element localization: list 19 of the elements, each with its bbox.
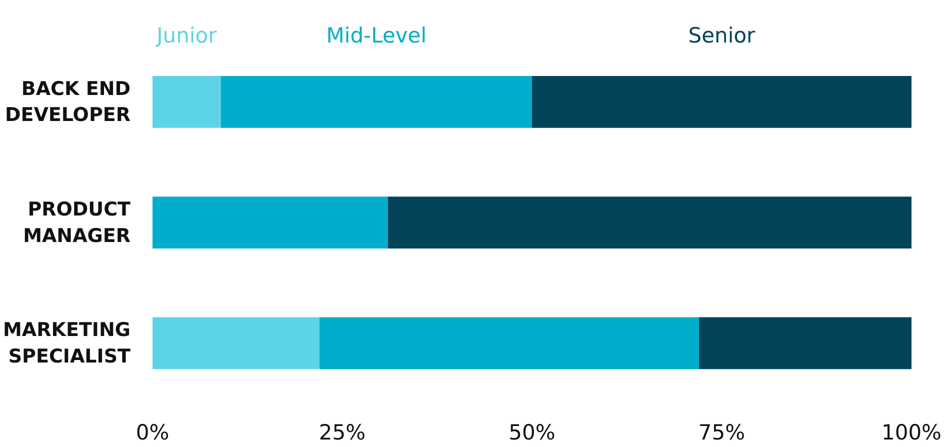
- bar: [532, 76, 912, 128]
- x-tick-label: 25%: [318, 420, 366, 444]
- series-label: Senior: [688, 24, 756, 48]
- x-tick-label: 0%: [136, 420, 170, 444]
- bar: [152, 196, 388, 249]
- x-tick-label: 50%: [508, 420, 556, 444]
- bar: [319, 317, 699, 370]
- series-label: Junior: [154, 24, 218, 48]
- y-tick-label: MARKETING SPECIALIST: [3, 318, 131, 368]
- series-label: Mid-Level: [326, 24, 427, 48]
- y-tick-label: PRODUCT MANAGER: [23, 198, 131, 247]
- bar: [388, 196, 912, 249]
- bar: [698, 317, 912, 370]
- bar: [152, 317, 320, 370]
- bar: [220, 76, 532, 128]
- bar: [152, 76, 221, 128]
- x-tick-label: 75%: [698, 420, 746, 444]
- x-tick-label: 100%: [881, 420, 942, 444]
- y-tick-label: BACK END DEVELOPER: [4, 78, 131, 126]
